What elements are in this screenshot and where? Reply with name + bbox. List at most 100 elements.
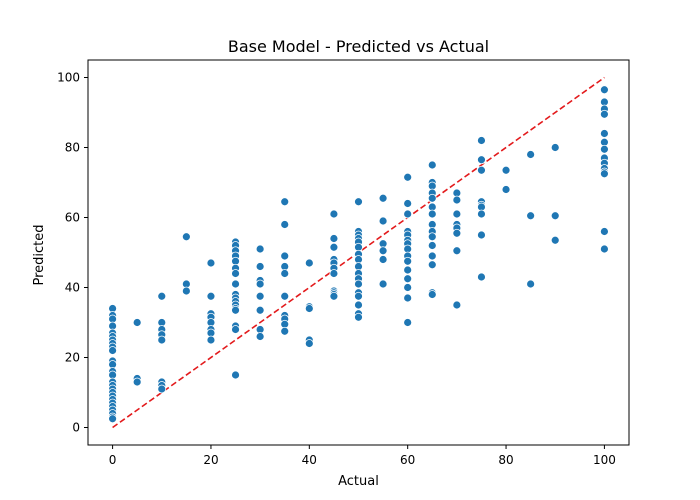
x-tick-label: 100 — [593, 453, 616, 467]
data-point — [231, 325, 240, 334]
data-point — [231, 305, 240, 315]
data-point — [181, 286, 191, 296]
data-point — [550, 235, 560, 245]
data-point — [280, 326, 290, 336]
data-point — [403, 293, 413, 303]
data-point — [477, 165, 486, 175]
data-point — [354, 291, 363, 301]
data-point — [329, 269, 339, 278]
x-tick-label: 80 — [498, 453, 513, 467]
data-point — [255, 244, 265, 254]
data-point — [354, 197, 363, 207]
data-point — [378, 279, 388, 289]
data-point — [304, 304, 314, 313]
data-point — [600, 85, 609, 95]
data-point — [403, 256, 413, 266]
y-tick-label: 80 — [65, 141, 80, 155]
y-axis: 0 20 40 60 80 100 — [57, 71, 88, 435]
y-axis-label: Predicted — [32, 224, 47, 285]
x-tick-label: 20 — [203, 453, 218, 467]
data-point — [255, 279, 265, 289]
data-point — [329, 234, 339, 243]
data-point — [427, 290, 437, 299]
data-point — [477, 209, 486, 219]
data-point — [181, 232, 191, 242]
data-point — [477, 136, 486, 145]
data-point — [280, 197, 290, 207]
data-point — [403, 265, 413, 275]
data-point — [378, 216, 388, 226]
data-point — [132, 377, 142, 387]
data-point — [600, 227, 609, 236]
data-point — [157, 384, 167, 394]
data-point — [354, 279, 363, 289]
x-tick-label: 40 — [302, 453, 317, 467]
data-point — [452, 209, 462, 219]
chart-title: Base Model - Predicted vs Actual — [228, 37, 489, 56]
data-point — [231, 370, 240, 380]
data-point — [403, 172, 413, 182]
plot-frame — [87, 59, 630, 446]
data-point — [427, 193, 437, 203]
data-point — [600, 169, 609, 179]
data-point — [550, 143, 560, 152]
data-point — [427, 160, 437, 170]
data-points — [108, 85, 609, 424]
data-point — [477, 155, 486, 165]
data-point — [427, 209, 437, 219]
data-point — [477, 272, 486, 282]
y-tick-label: 0 — [72, 421, 80, 435]
data-point — [403, 274, 413, 284]
data-point — [501, 165, 511, 175]
data-point — [329, 291, 339, 301]
data-point — [452, 246, 462, 256]
y-tick-label: 100 — [57, 71, 80, 85]
x-tick-label: 60 — [400, 453, 415, 467]
data-point — [526, 150, 536, 159]
data-point — [108, 346, 117, 355]
data-point — [255, 332, 265, 341]
data-point — [378, 246, 388, 256]
x-tick-label: 0 — [109, 453, 117, 467]
data-point — [403, 199, 413, 208]
data-point — [452, 300, 462, 310]
x-axis: 0 20 40 60 80 100 — [109, 445, 616, 467]
data-point — [157, 335, 167, 345]
x-axis-label: Actual — [338, 474, 379, 489]
data-point — [354, 300, 363, 310]
data-point — [403, 283, 413, 292]
y-tick-label: 20 — [65, 351, 80, 365]
y-tick-label: 60 — [65, 211, 80, 225]
data-point — [157, 291, 167, 301]
data-point — [280, 251, 290, 261]
data-point — [206, 258, 216, 268]
data-point — [600, 129, 609, 138]
data-point — [550, 211, 560, 221]
data-point — [526, 279, 536, 289]
data-point — [304, 339, 314, 348]
data-point — [231, 269, 240, 278]
data-point — [280, 220, 290, 229]
data-point — [255, 291, 265, 301]
data-point — [427, 260, 437, 270]
data-point — [231, 279, 240, 289]
data-point — [452, 195, 462, 205]
data-point — [255, 305, 265, 315]
data-point — [378, 193, 388, 203]
y-tick-label: 40 — [65, 281, 80, 295]
data-point — [255, 262, 265, 271]
data-point — [206, 291, 216, 301]
data-point — [600, 144, 609, 154]
data-point — [354, 312, 363, 322]
data-point — [280, 291, 290, 301]
data-point — [427, 251, 437, 261]
data-point — [132, 318, 142, 327]
data-point — [329, 209, 339, 219]
data-point — [526, 211, 536, 221]
data-point — [378, 255, 388, 264]
data-point — [600, 244, 609, 254]
data-point — [600, 109, 609, 119]
data-point — [403, 209, 413, 219]
data-point — [280, 269, 290, 278]
